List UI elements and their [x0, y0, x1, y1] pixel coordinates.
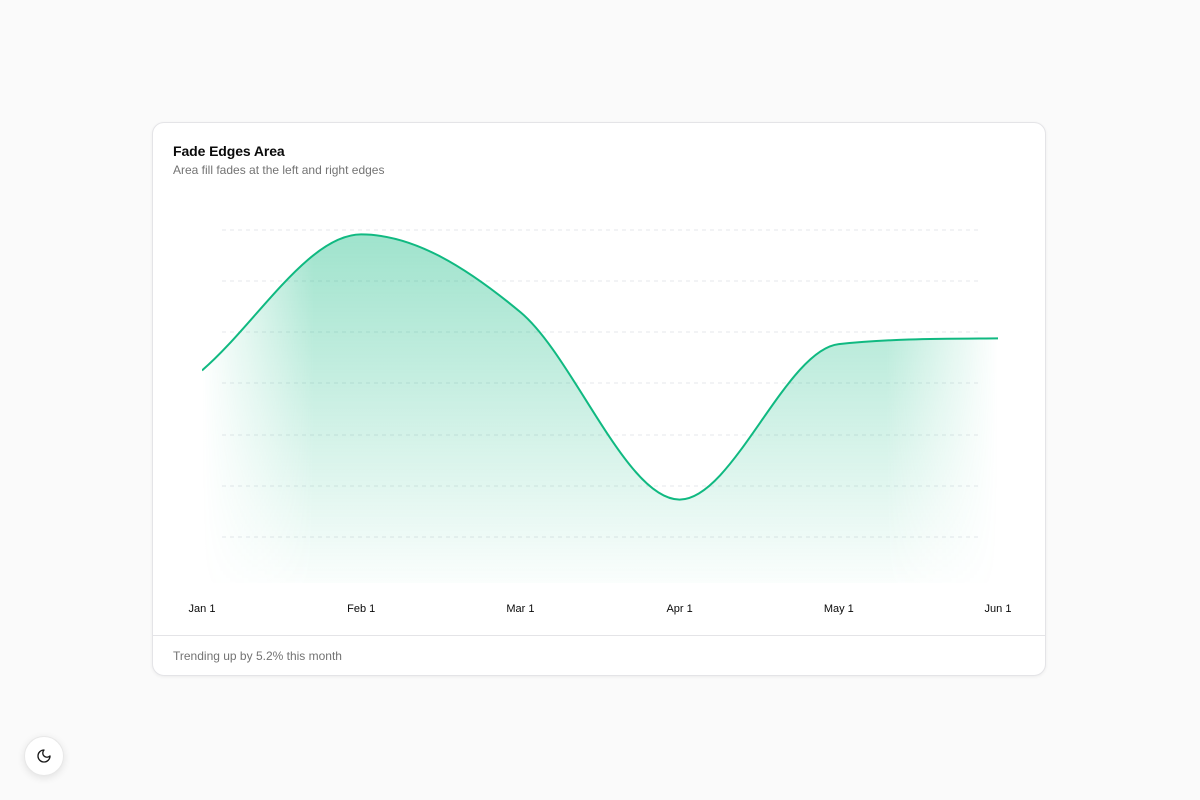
x-tick-label: Jan 1 — [189, 603, 216, 615]
chart-subtitle: Area fill fades at the left and right ed… — [173, 163, 385, 177]
moon-icon — [37, 749, 51, 763]
data-point-4 — [677, 497, 683, 503]
x-tick-label: May 1 — [824, 603, 854, 615]
theme-toggle-button[interactable] — [24, 736, 64, 776]
data-point-2 — [358, 231, 364, 237]
area-fill — [202, 234, 998, 583]
card-footer: Trending up by 5.2% this month — [153, 635, 1045, 675]
trend-text: Trending up by 5.2% this month — [173, 649, 342, 663]
data-point-5 — [836, 341, 842, 347]
area-chart: Jan 1 Feb 1 Mar 1 Apr 1 May 1 Jun 1 — [189, 229, 1012, 615]
x-axis-ticks: Jan 1 Feb 1 Mar 1 Apr 1 May 1 Jun 1 — [189, 603, 1012, 615]
x-tick-label: Apr 1 — [666, 603, 692, 615]
data-point-1 — [199, 367, 205, 373]
x-tick-label: Feb 1 — [347, 603, 375, 615]
x-tick-label: Jun 1 — [985, 603, 1012, 615]
chart-title: Fade Edges Area — [173, 143, 285, 159]
card-header: Fade Edges Area Area fill fades at the l… — [173, 142, 384, 178]
data-point-3 — [517, 309, 523, 315]
data-point-6 — [995, 335, 1001, 341]
series-line — [202, 233, 998, 501]
chart-card: Fade Edges Area Area fill fades at the l… — [152, 122, 1046, 676]
x-tick-label: Mar 1 — [506, 603, 534, 615]
